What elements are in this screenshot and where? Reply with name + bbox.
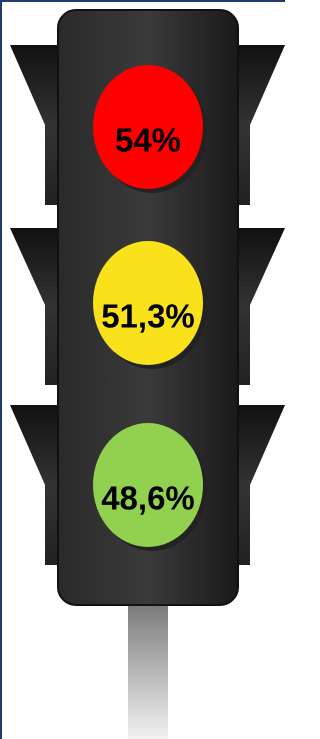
lamp-label: 51,3% (101, 298, 195, 335)
traffic-light: 54% 51,3% 48,6% (0, 0, 285, 739)
lamp-label: 48,6% (101, 480, 195, 517)
pole (128, 600, 168, 739)
lights: 54% 51,3% 48,6% (93, 65, 207, 551)
lamp-label: 54% (115, 122, 181, 159)
